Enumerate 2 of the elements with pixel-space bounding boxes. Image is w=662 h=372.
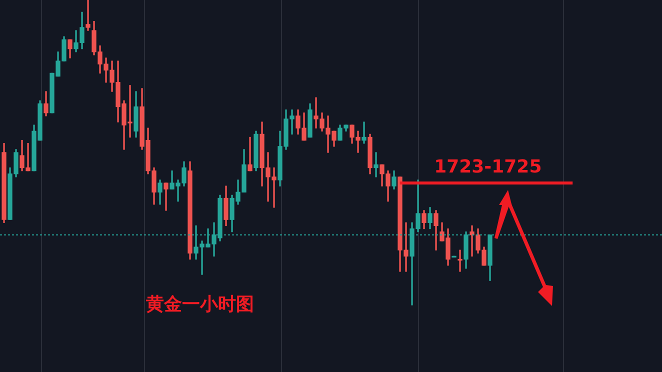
text: 黄金一小时图: [146, 293, 254, 316]
annotation: 1723-1725: [434, 156, 542, 178]
